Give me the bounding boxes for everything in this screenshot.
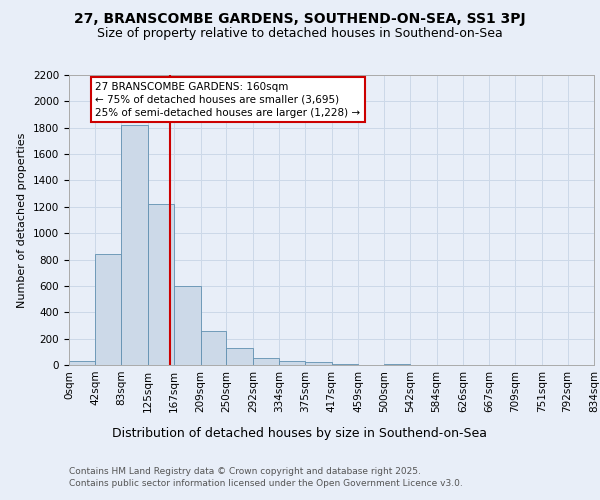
- Text: 27, BRANSCOMBE GARDENS, SOUTHEND-ON-SEA, SS1 3PJ: 27, BRANSCOMBE GARDENS, SOUTHEND-ON-SEA,…: [74, 12, 526, 26]
- Bar: [200, 330, 226, 365]
- Bar: [226, 348, 253, 365]
- Bar: [121, 125, 148, 365]
- Text: Distribution of detached houses by size in Southend-on-Sea: Distribution of detached houses by size …: [113, 428, 487, 440]
- Y-axis label: Number of detached properties: Number of detached properties: [17, 132, 28, 308]
- Bar: [69, 361, 95, 365]
- Bar: [174, 286, 200, 365]
- Bar: [95, 254, 121, 365]
- Text: Size of property relative to detached houses in Southend-on-Sea: Size of property relative to detached ho…: [97, 28, 503, 40]
- Text: Contains public sector information licensed under the Open Government Licence v3: Contains public sector information licen…: [69, 479, 463, 488]
- Bar: [279, 361, 305, 365]
- Bar: [305, 362, 331, 365]
- Bar: [384, 364, 410, 365]
- Bar: [253, 358, 279, 365]
- Bar: [331, 364, 358, 365]
- Bar: [148, 204, 174, 365]
- Text: Contains HM Land Registry data © Crown copyright and database right 2025.: Contains HM Land Registry data © Crown c…: [69, 468, 421, 476]
- Text: 27 BRANSCOMBE GARDENS: 160sqm
← 75% of detached houses are smaller (3,695)
25% o: 27 BRANSCOMBE GARDENS: 160sqm ← 75% of d…: [95, 82, 361, 118]
